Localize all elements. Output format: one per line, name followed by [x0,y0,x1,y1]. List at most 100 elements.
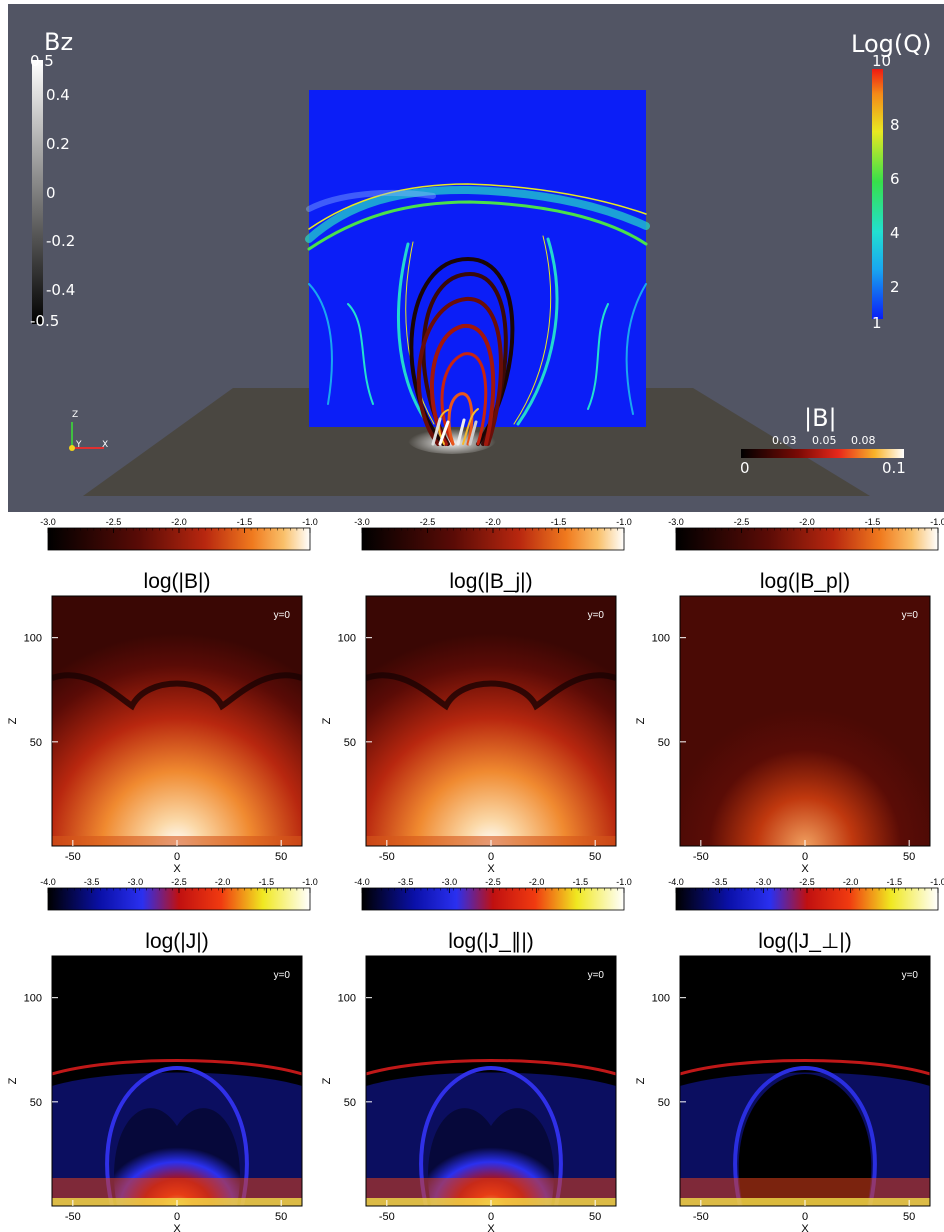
panel-annotation: y=0 [588,610,605,621]
y-tick-label: 50 [30,737,42,749]
bz-colorbar-title: Bz [44,28,74,56]
heatmap-field [366,596,616,846]
flux-rope-arc [419,1065,563,1206]
x-tick-label: 50 [589,1211,601,1223]
y-tick-label: 100 [652,993,670,1005]
b-field-row: -3.0 -2.5 -2.0 -1.5 -1.0 log(|B|) y=0 -50 0 50 50 1… [7,517,944,872]
logq-tick: 10 [872,52,892,70]
y-tick-label: 50 [658,737,670,749]
logq-tick: 2 [890,278,900,296]
b-colorbar-gradient [741,449,904,458]
y-tick-label: 100 [24,633,42,645]
panel-annotation: y=0 [902,970,919,981]
y-axis-label: Z [321,1077,333,1084]
colorbar-tick-label: -2.5 [171,877,187,887]
colorbar-tick-label: -1.5 [865,517,881,527]
colorbar-tick-label: -1.0 [302,877,318,887]
y-tick-label: 50 [658,1097,670,1109]
x-tick-label: 50 [275,1211,287,1223]
x-axis-label: X [487,863,495,872]
axes-triad-x-label: X [102,440,109,450]
panel-annotation: y=0 [274,970,291,981]
bz-tick: 0 [46,184,56,202]
x-tick-label: 0 [802,851,808,863]
y-tick-label: 50 [344,1097,356,1109]
x-tick-label: 50 [903,1211,915,1223]
x-tick-label: 0 [488,851,494,863]
magnetic-field-lines [409,256,515,446]
y-axis-label: Z [321,717,333,724]
heatmap-image [680,956,930,1206]
colorbar-tick-label: -2.0 [843,877,859,887]
panel-title: log(|J_⊥|) [758,930,851,953]
colorbar-tick-label: -3.0 [756,877,772,887]
y-tick-label: 50 [30,1097,42,1109]
flux-rope-core [738,1074,872,1206]
colorbar-tick-label: -3.0 [40,517,56,527]
current-sheet-top [680,1059,930,1076]
colorbar-tick-label: -2.5 [485,877,501,887]
current-density-row: -4.0 -3.5 -3.0 -2.5 -2.0 -1.5 -1.0log(|J|)y=0-… [7,877,944,1232]
logq-tick: 1 [872,314,882,332]
axes-triad-z-label: Z [72,410,79,420]
colorbar-tick-label: -4.0 [40,877,56,887]
heatmap-image [52,956,302,1206]
flux-rope-boundary [366,672,616,711]
axes-triad-y-label: Y [76,440,82,450]
y-tick-label: 100 [24,993,42,1005]
heatmap-panel-J: -4.0 -3.5 -3.0 -2.5 -2.0 -1.5 -1.0 log(|J|) y=0 -… [7,877,318,1232]
colorbar-tick-label: -2.0 [529,877,545,887]
heatmap-panel-Bj: -3.0 -2.5 -2.0 -1.5 -1.0 log(|B_j|) y=0 -50 0 50 5… [321,517,632,872]
x-tick-label: 0 [174,851,180,863]
heatmap-panel-B: -3.0 -2.5 -2.0 -1.5 -1.0 log(|B|) y=0 -50 0 50 50 1… [7,517,318,872]
colorbar-tick-label: -2.5 [799,877,815,887]
heatmap-field [680,596,930,846]
colorbar-tick-label: -1.5 [573,877,589,887]
heatmap-image [680,596,930,846]
logq-tick: 4 [890,224,900,242]
bz-tick: -0.4 [46,281,76,299]
panel-annotation: y=0 [274,610,291,621]
x-axis-label: X [801,863,809,872]
x-tick-label: -50 [65,851,81,863]
heatmap-image [366,596,616,846]
colorbar-tick-label: -3.0 [354,517,370,527]
colorbar-tick-label: -4.0 [354,877,370,887]
colorbar-tick-label: -2.0 [215,877,231,887]
logq-tick: 6 [890,170,900,188]
b-tick: 0 [740,459,750,477]
x-tick-label: 0 [174,1211,180,1223]
y-axis-label: Z [7,1077,19,1084]
colorbar-tick-label: -1.5 [887,877,903,887]
x-tick-label: -50 [693,1211,709,1223]
x-tick-label: 0 [488,1211,494,1223]
y-tick-label: 100 [652,633,670,645]
panel-title: log(|B|) [144,570,211,593]
panel-annotation: y=0 [902,610,919,621]
x-tick-label: 0 [802,1211,808,1223]
panel-title: log(|J_∥|) [448,930,534,953]
scene-graphics [32,60,904,496]
colorbar-tick-label: -1.0 [616,877,632,887]
panel-title: log(|B_j|) [449,570,532,593]
x-tick-label: 50 [903,851,915,863]
colorbar-tick-label: -2.5 [106,517,122,527]
x-tick-label: -50 [65,1211,81,1223]
x-axis-label: X [173,1223,181,1232]
heatmap-image [52,596,302,846]
heatmap-panel-Jperp: -4.0 -3.5 -3.0 -2.5 -2.0 -1.5 -1.0 log(|J_⊥|) y=… [635,877,944,1232]
heatmap-panel-Bp: -3.0 -2.5 -2.0 -1.5 -1.0 log(|B_p|) y=0 -50 0 50 5… [635,517,944,872]
colorbar-tick-label: -1.0 [616,517,632,527]
panel-annotation: y=0 [588,970,605,981]
heatmap-field [52,596,302,846]
flux-rope-arc [105,1065,249,1206]
colorbar-tick-label: -3.0 [128,877,144,887]
logq-tick: 8 [890,116,900,134]
x-tick-label: -50 [693,851,709,863]
bz-tick: 0.5 [30,52,54,70]
logq-colorbar-title: Log(Q) [851,30,932,58]
flux-rope-boundary [52,672,302,711]
colorbar-tick-label: -3.5 [398,877,414,887]
b-tick: 0.1 [882,459,906,477]
y-axis-label: Z [635,717,647,724]
